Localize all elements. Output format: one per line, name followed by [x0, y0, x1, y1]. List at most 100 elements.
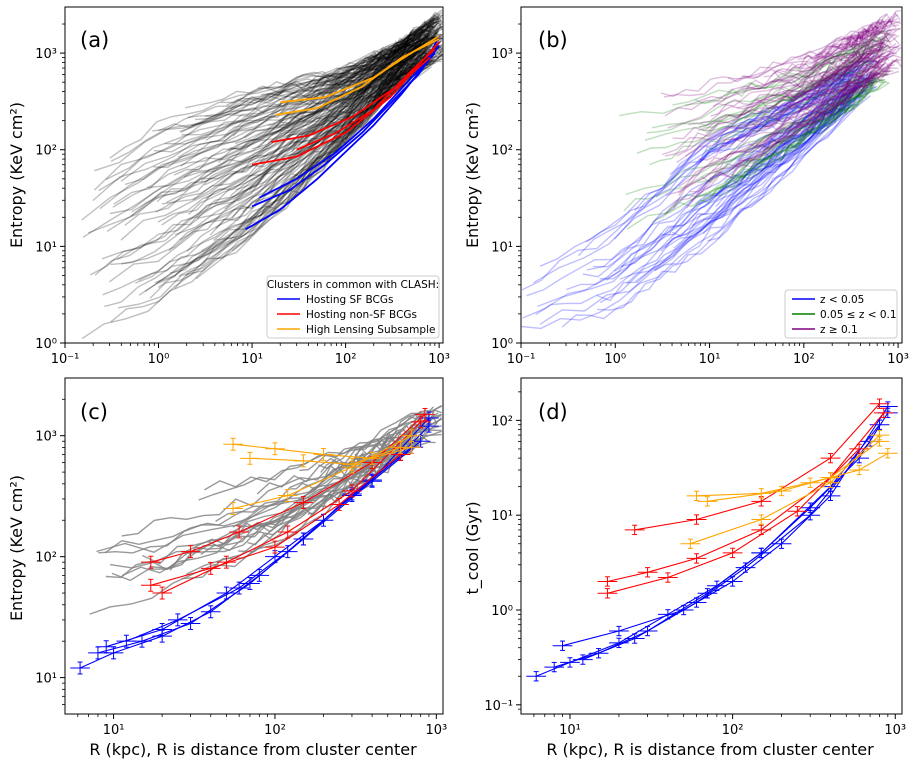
panel-b-series-2-line-44	[763, 67, 899, 152]
panel-d-series-2-line-2-errorbar-2	[820, 477, 841, 488]
panel-b-series-0-line-12	[711, 59, 877, 152]
panel-b-series-0-line-44	[533, 67, 862, 284]
panel-a-series-0-line-146	[325, 29, 432, 94]
panel-a-frame	[64, 6, 444, 344]
panel-b-series-2-line-40	[831, 59, 902, 108]
panel-a-series-0-line-125	[174, 58, 443, 289]
panel-a-ytick-label-1: 10¹	[35, 240, 57, 255]
panel-a-series-0-line-18	[147, 35, 435, 189]
panel-a-series-0-line-101	[178, 52, 434, 277]
panel-a-series-0-line-187	[271, 33, 438, 137]
panel-b-series-1-line-6	[731, 80, 887, 179]
panel-b-series-2-line-46	[698, 58, 885, 161]
panel-d-series-1-line-0-errorbar-0	[597, 576, 618, 587]
panel-a-series-0-line-169	[331, 29, 422, 81]
panel-c-series-3-line-0-errorbar-0	[223, 437, 243, 451]
panel-a-series-0-line-199	[278, 41, 441, 153]
panel-c-series-1-line-3	[126, 446, 412, 642]
panel-c-series-1-line-3-errorbar-3	[277, 545, 298, 559]
panel-b-series-0-line-20	[599, 71, 872, 280]
panel-a-series-0-line-41	[218, 33, 442, 163]
panel-b-series-0-line-5	[619, 77, 877, 280]
panel-a-series-0-line-97	[317, 14, 442, 82]
panel-c: 10¹ 10² 10³ 10¹ 10² 10³ (c) Entropy (KeV cm²)…	[7, 377, 447, 759]
panel-b-series-0-line-24	[653, 103, 858, 271]
panel-b-series-2-line-49	[708, 44, 889, 135]
panel-d-series-0-line-0-errorbar-0	[526, 671, 547, 682]
panel-a-series-0-line-173	[306, 38, 443, 150]
panel-b-series-0-line-30	[806, 81, 863, 125]
panel-c-series-0-line-39	[290, 413, 442, 511]
panel-a-series-0-line-117	[98, 25, 431, 192]
panel-b-series-2-line-87	[663, 18, 892, 98]
panel-b-series-0-line-48	[718, 60, 874, 154]
panel-d-series-0-line-0-errorbar-2	[609, 637, 629, 649]
panel-b-series-0-line-55	[761, 63, 858, 123]
panel-a-series-0-line-196	[124, 26, 442, 186]
panel-b-series-2-line-26	[763, 58, 887, 131]
panel-d-series-2-line-0-errorbar-0	[686, 490, 707, 502]
panel-a-series-0-line-92	[109, 27, 422, 159]
panel-b-series-2-line-76	[781, 38, 884, 92]
panel-a-series-0-line-151	[82, 34, 427, 238]
panel-a-series-0-line-137	[196, 41, 436, 220]
panel-d-series-1-line-0-errorbar-5	[873, 407, 894, 419]
panel-c-ytick-label-2: 10³	[35, 430, 57, 445]
panel-d-series-1-line-0	[607, 412, 885, 583]
panel-d-series-1-line-2-errorbar-1	[686, 514, 707, 525]
panel-a-series-0-line-164	[105, 18, 436, 181]
panel-b-series-1-line-13	[734, 85, 875, 182]
panel-d-series-0-line-1-errorbar-6	[869, 419, 890, 430]
panel-a-xtick-label-2: 10¹	[241, 352, 263, 367]
panel-a-series-0-line-145	[181, 35, 422, 136]
panel-d-xtick-label-0: 10¹	[559, 723, 581, 738]
panel-a-series-0-line-9	[314, 63, 420, 161]
panel-b-series-2-line-51	[748, 57, 898, 150]
panel-b-series-0-line-62	[803, 92, 852, 137]
panel-a-series-0-line-159	[332, 39, 439, 136]
panel-c-series-3-line-1-errorbar-0	[240, 451, 260, 465]
panel-a-series-0-line-71	[279, 58, 422, 168]
panel-c-series-3-line-0-errorbar-1	[265, 442, 285, 456]
panel-d-series-0-line-3-errorbar-1	[624, 633, 645, 644]
panel-b-series-0-line-38	[699, 73, 851, 161]
panel-a-series-0-line-21	[165, 31, 422, 145]
panel-b-series-2-line-64	[833, 23, 886, 52]
panel-b-series-2-line-11	[741, 20, 884, 80]
panel-b-series-2-line-77	[738, 70, 894, 168]
panel-b-series-1-line-36	[704, 74, 865, 152]
panel-c-series-1-line-1-errorbar-2	[180, 617, 201, 630]
panel-b-series-0-line-43	[702, 85, 878, 235]
panel-d-series-1-line-2	[634, 403, 880, 531]
panel-b-series-0-line-17	[670, 64, 859, 181]
panel-d-series-1-line-1-errorbar-2	[722, 547, 743, 559]
panel-b-series-1-line-27	[619, 41, 885, 117]
panel-a-series-0-line-44	[179, 18, 435, 133]
panel-b-series-1-line-22	[651, 78, 890, 223]
panel-b-series-2-line-20	[773, 24, 899, 80]
panel-a-series-0-line-86	[241, 34, 438, 174]
panel-d-series-1-line-2-errorbar-4	[869, 398, 890, 409]
panel-b-series-2-line-57	[797, 19, 881, 62]
panel-a-series-0-line-96	[379, 20, 443, 68]
panel-b-series-2-line-42	[837, 63, 885, 99]
panel-d-series-0-line-2	[562, 406, 889, 647]
panel-b-legend-box	[784, 289, 898, 339]
panel-a-legend-title: Clusters in common with CLASH:	[267, 279, 439, 291]
panel-d-ytick-label-2: 10¹	[491, 509, 513, 524]
panel-b-series-2-line-24	[813, 41, 887, 90]
panel-a-series-0-line-150	[192, 33, 437, 201]
panel-b-series-0-line-49	[597, 95, 871, 311]
panel-b-series-0-line-16	[698, 73, 852, 162]
panel-a-series-0-line-119	[278, 22, 439, 107]
panel-b-series-1-line-18	[822, 92, 865, 129]
panel-a-series-0-line-5	[205, 24, 434, 141]
panel-a-series-0-line-111	[180, 37, 425, 167]
panel-b-series-0-line-9	[664, 90, 868, 249]
panel-a-series-0-line-116	[377, 48, 432, 97]
panel-a-series-0-line-141	[225, 11, 443, 107]
panel-d-ylabel: t_cool (Gyr)	[463, 501, 483, 594]
panel-b-series-0-line-1	[755, 83, 851, 148]
